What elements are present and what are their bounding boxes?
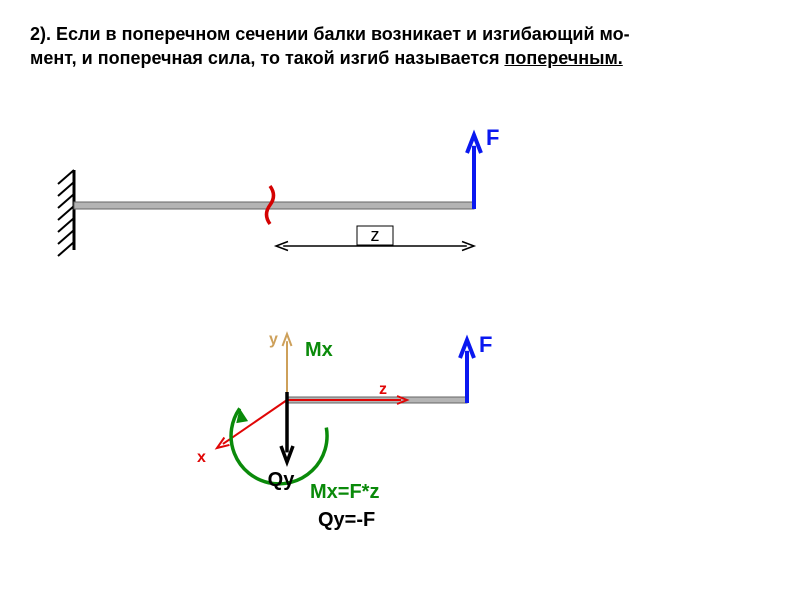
svg-text:z: z	[371, 225, 380, 245]
svg-text:Qy: Qy	[268, 469, 296, 491]
axis-y	[283, 334, 292, 400]
svg-text:F: F	[479, 332, 492, 357]
force-arrow-2	[460, 340, 474, 403]
beam-1	[74, 202, 474, 209]
fixed-support	[58, 170, 74, 256]
svg-text:Mx: Mx	[305, 339, 333, 361]
force-arrow-1	[467, 135, 481, 209]
axis-x	[217, 400, 287, 448]
equation-mx: Mx=F*z	[310, 481, 379, 503]
diagrams-svg: Fz z y x Mx Qy F Mx=F*z Qy=-F	[0, 0, 800, 600]
equation-qy: Qy=-F	[318, 509, 375, 531]
svg-text:x: x	[197, 449, 206, 466]
svg-text:y: y	[269, 331, 278, 348]
svg-text:z: z	[379, 381, 387, 398]
svg-text:F: F	[486, 125, 499, 150]
